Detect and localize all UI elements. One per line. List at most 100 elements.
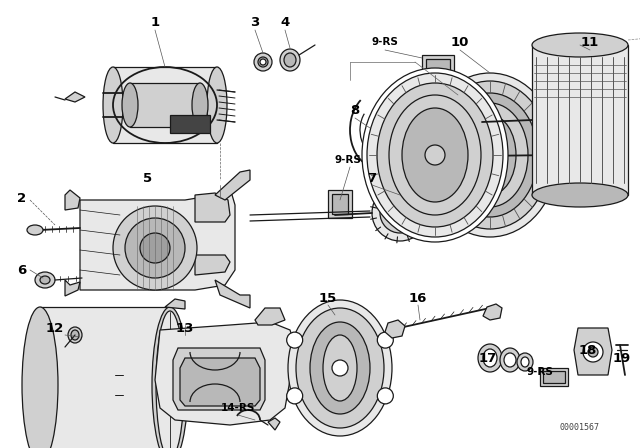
Text: 19: 19 xyxy=(613,352,631,365)
Ellipse shape xyxy=(22,307,58,448)
Ellipse shape xyxy=(27,225,43,235)
Ellipse shape xyxy=(35,272,55,288)
Bar xyxy=(422,55,454,77)
Ellipse shape xyxy=(260,59,266,65)
Polygon shape xyxy=(483,304,502,320)
Ellipse shape xyxy=(40,276,50,284)
Text: 2: 2 xyxy=(17,191,27,204)
Ellipse shape xyxy=(521,357,529,367)
Text: 1: 1 xyxy=(150,16,159,29)
Text: 14-RS: 14-RS xyxy=(221,403,255,413)
Text: 9-RS: 9-RS xyxy=(527,367,554,377)
Polygon shape xyxy=(40,307,170,448)
Ellipse shape xyxy=(517,353,533,371)
Ellipse shape xyxy=(583,342,603,362)
Ellipse shape xyxy=(103,67,123,143)
Text: 5: 5 xyxy=(143,172,152,185)
Ellipse shape xyxy=(390,203,410,223)
Text: 13: 13 xyxy=(176,322,194,335)
Text: 00001567: 00001567 xyxy=(560,423,600,432)
Ellipse shape xyxy=(122,83,138,127)
Ellipse shape xyxy=(332,360,348,376)
Polygon shape xyxy=(155,322,295,425)
Text: 3: 3 xyxy=(250,16,260,29)
Text: 17: 17 xyxy=(479,352,497,365)
Bar xyxy=(328,190,352,218)
Ellipse shape xyxy=(152,307,188,448)
Ellipse shape xyxy=(323,335,357,401)
Ellipse shape xyxy=(378,332,394,348)
Ellipse shape xyxy=(287,388,303,404)
Text: 11: 11 xyxy=(581,35,599,48)
Ellipse shape xyxy=(425,145,445,165)
Ellipse shape xyxy=(258,57,268,67)
Ellipse shape xyxy=(464,115,516,195)
Ellipse shape xyxy=(452,103,528,207)
Ellipse shape xyxy=(372,185,428,241)
Ellipse shape xyxy=(288,300,392,436)
Bar xyxy=(540,368,568,386)
Ellipse shape xyxy=(532,33,628,57)
Polygon shape xyxy=(215,280,250,308)
Polygon shape xyxy=(401,95,416,108)
Ellipse shape xyxy=(192,83,208,127)
Ellipse shape xyxy=(296,308,384,428)
Ellipse shape xyxy=(284,53,296,67)
Ellipse shape xyxy=(68,327,82,343)
Ellipse shape xyxy=(422,73,558,237)
Ellipse shape xyxy=(113,206,197,290)
Ellipse shape xyxy=(504,353,516,367)
Polygon shape xyxy=(165,299,185,309)
Bar xyxy=(332,194,348,214)
Ellipse shape xyxy=(362,68,508,242)
Ellipse shape xyxy=(483,349,497,367)
Text: 4: 4 xyxy=(280,16,290,29)
Polygon shape xyxy=(574,328,612,375)
Ellipse shape xyxy=(367,73,503,237)
Polygon shape xyxy=(215,170,250,200)
Bar xyxy=(543,371,565,383)
Polygon shape xyxy=(180,358,260,406)
Polygon shape xyxy=(195,193,230,222)
Text: 15: 15 xyxy=(319,292,337,305)
Bar xyxy=(426,59,450,73)
Ellipse shape xyxy=(430,81,550,229)
Polygon shape xyxy=(195,255,230,275)
Ellipse shape xyxy=(377,83,493,227)
Polygon shape xyxy=(255,308,285,325)
Polygon shape xyxy=(268,418,280,430)
Ellipse shape xyxy=(500,348,520,372)
Ellipse shape xyxy=(402,108,468,202)
Polygon shape xyxy=(113,67,217,143)
Text: 6: 6 xyxy=(17,263,27,276)
Ellipse shape xyxy=(207,67,227,143)
Polygon shape xyxy=(65,280,80,296)
Polygon shape xyxy=(385,320,405,338)
Text: 7: 7 xyxy=(367,172,376,185)
Ellipse shape xyxy=(389,95,481,215)
Ellipse shape xyxy=(588,347,598,357)
Polygon shape xyxy=(532,45,628,195)
Text: 12: 12 xyxy=(46,322,64,335)
Ellipse shape xyxy=(156,311,184,448)
Ellipse shape xyxy=(442,93,538,217)
Ellipse shape xyxy=(378,388,394,404)
Polygon shape xyxy=(65,92,85,102)
Ellipse shape xyxy=(532,183,628,207)
Ellipse shape xyxy=(287,332,303,348)
Text: 8: 8 xyxy=(350,103,360,116)
Ellipse shape xyxy=(140,233,170,263)
Ellipse shape xyxy=(254,53,272,71)
Ellipse shape xyxy=(478,143,502,167)
Ellipse shape xyxy=(380,193,420,233)
Ellipse shape xyxy=(310,322,370,414)
Text: 10: 10 xyxy=(451,35,469,48)
Ellipse shape xyxy=(280,49,300,71)
Ellipse shape xyxy=(71,330,79,340)
Ellipse shape xyxy=(125,218,185,278)
Text: 18: 18 xyxy=(579,344,597,357)
Ellipse shape xyxy=(478,344,502,372)
Polygon shape xyxy=(170,115,210,133)
Text: 9-RS: 9-RS xyxy=(335,155,362,165)
Polygon shape xyxy=(130,83,200,127)
